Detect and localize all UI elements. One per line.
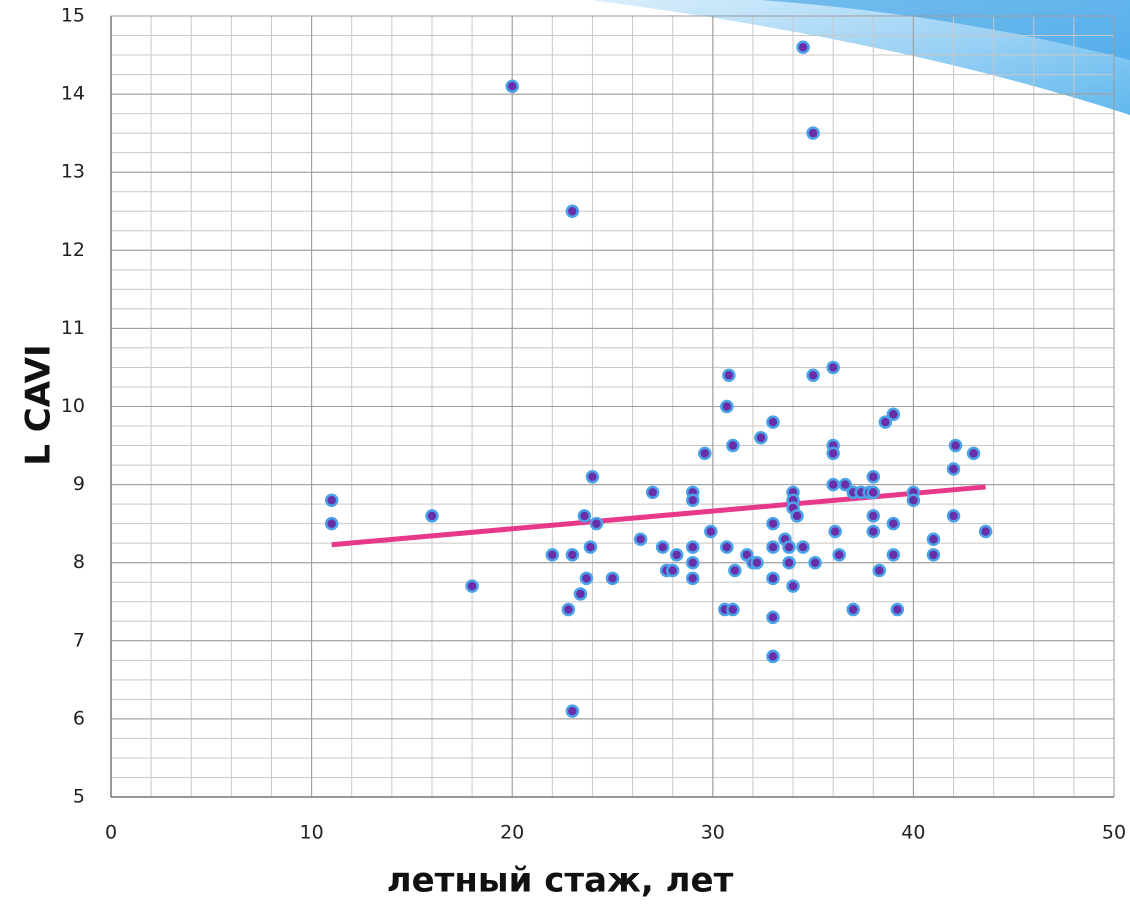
data-point	[766, 415, 780, 429]
x-tick-label: 50	[1102, 822, 1126, 844]
data-point	[906, 493, 921, 507]
data-point	[866, 509, 881, 523]
data-point	[866, 485, 881, 500]
data-point	[579, 571, 594, 586]
y-tick-label: 8	[73, 551, 85, 573]
data-point	[565, 704, 580, 718]
data-point	[655, 540, 670, 554]
data-point	[878, 415, 893, 429]
data-point	[806, 126, 820, 140]
data-point	[324, 516, 339, 531]
data-point	[565, 204, 580, 218]
data-point	[561, 602, 576, 617]
data-point	[698, 446, 712, 461]
data-point	[766, 649, 780, 664]
data-point	[722, 368, 736, 383]
y-tick-label: 12	[61, 239, 85, 261]
y-tick-label: 13	[61, 161, 85, 183]
y-tick-label: 15	[61, 5, 85, 27]
data-point	[846, 602, 860, 617]
x-tick-label: 20	[500, 822, 524, 844]
data-point	[806, 368, 820, 383]
data-point	[886, 548, 901, 562]
data-point	[966, 446, 981, 461]
x-tick-label: 30	[701, 822, 725, 844]
data-point	[583, 540, 598, 554]
data-point	[726, 602, 740, 617]
data-point	[838, 477, 852, 492]
data-point	[766, 540, 780, 554]
data-point	[585, 470, 600, 484]
data-point	[872, 563, 887, 578]
data-point	[565, 548, 580, 562]
y-tick-label: 9	[73, 473, 85, 495]
data-point	[750, 555, 764, 570]
data-point	[766, 516, 780, 531]
data-point	[720, 540, 734, 554]
data-point	[704, 524, 718, 539]
data-point	[926, 532, 941, 547]
x-tick-label: 10	[300, 822, 324, 844]
data-point	[826, 360, 840, 375]
data-point	[669, 548, 684, 562]
data-point	[828, 524, 842, 539]
data-point	[728, 563, 742, 578]
data-point	[754, 430, 768, 445]
data-point	[545, 548, 560, 562]
data-point	[886, 516, 901, 531]
data-point	[645, 485, 660, 500]
data-point	[573, 587, 588, 601]
data-point	[790, 509, 804, 523]
x-tick-label: 40	[901, 822, 925, 844]
data-point	[720, 399, 734, 414]
data-point	[808, 555, 822, 570]
data-point	[324, 493, 339, 507]
data-point	[782, 540, 796, 554]
data-point	[866, 524, 881, 539]
data-point	[685, 555, 700, 570]
data-point	[665, 563, 680, 578]
data-point	[589, 516, 604, 531]
data-point	[826, 446, 840, 461]
data-point	[796, 540, 810, 554]
data-point	[633, 532, 648, 547]
x-tick-label: 0	[105, 822, 117, 844]
data-point	[685, 571, 700, 586]
y-tick-label: 11	[61, 317, 85, 339]
y-tick-label: 14	[61, 83, 85, 105]
data-point	[766, 610, 780, 625]
data-point	[886, 407, 901, 422]
data-point	[465, 579, 479, 593]
data-point	[826, 477, 840, 492]
data-point	[505, 79, 519, 94]
data-point	[685, 493, 700, 507]
y-tick-label: 7	[73, 629, 85, 651]
y-axis-title: L CAVI	[19, 344, 59, 465]
data-point	[786, 579, 800, 593]
data-point	[948, 438, 963, 453]
data-point	[946, 509, 961, 523]
data-point	[926, 548, 941, 562]
data-point	[605, 571, 620, 586]
data-point	[726, 438, 740, 453]
x-axis-title: летный стаж, лет	[387, 861, 734, 901]
data-point	[978, 524, 993, 539]
data-point	[946, 462, 961, 476]
decoration	[760, 0, 1130, 60]
data-point	[766, 571, 780, 586]
data-point	[577, 509, 592, 523]
data-point	[832, 548, 846, 562]
data-point	[890, 602, 905, 617]
y-tick-label: 6	[73, 707, 85, 729]
data-point	[782, 555, 796, 570]
data-point	[685, 540, 700, 554]
data-point	[796, 40, 810, 54]
data-point	[866, 470, 881, 484]
y-tick-label: 10	[61, 395, 85, 417]
data-point	[425, 509, 439, 523]
y-tick-label: 5	[73, 786, 85, 808]
